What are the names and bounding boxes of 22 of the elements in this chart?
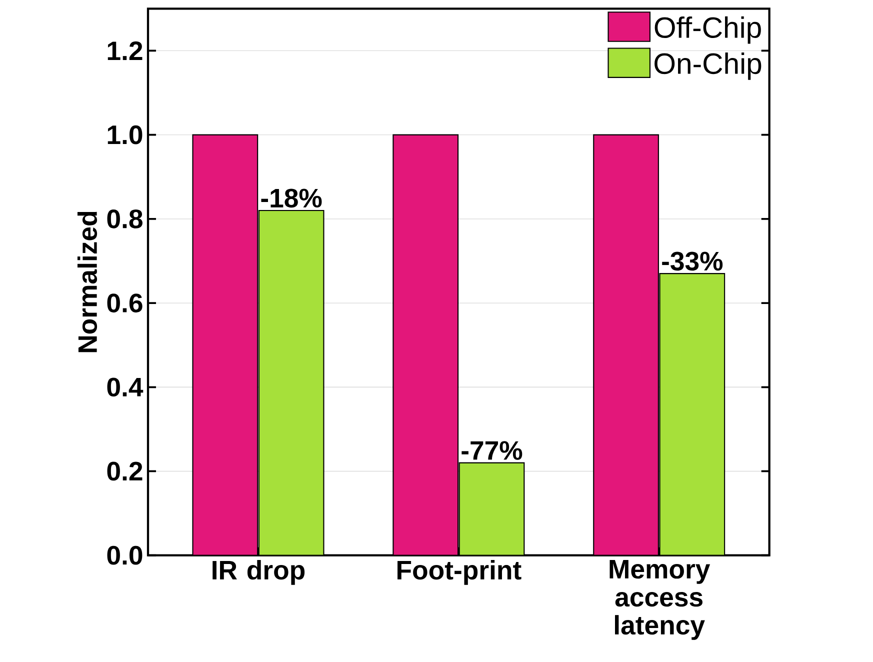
legend-label: Off-Chip xyxy=(654,16,761,44)
y-tick-label: 1.2 xyxy=(108,41,142,60)
bar xyxy=(192,134,258,556)
annotation: -77% xyxy=(462,441,522,460)
y-tick-label: 0.4 xyxy=(107,378,144,397)
y-axis-title: Normalized xyxy=(77,212,98,352)
bar xyxy=(593,134,659,556)
y-tick-label: 0.2 xyxy=(107,462,142,481)
x-tick-label: IR drop xyxy=(212,560,305,585)
x-tick-label: Foot-print xyxy=(398,560,522,585)
legend-label: On-Chip xyxy=(654,52,762,80)
annotation: -33% xyxy=(662,252,723,271)
y-tick-label: 0.0 xyxy=(107,546,142,565)
bar xyxy=(258,210,324,556)
y-tick-label: 0.8 xyxy=(107,209,142,228)
bar xyxy=(392,134,459,556)
bar xyxy=(659,273,726,556)
bar xyxy=(458,462,525,556)
y-tick-label: 1.0 xyxy=(108,125,142,144)
annotation: -18% xyxy=(261,188,322,208)
x-tick-label: Memory access latency xyxy=(610,560,710,640)
y-tick-label: 0.6 xyxy=(107,294,142,312)
